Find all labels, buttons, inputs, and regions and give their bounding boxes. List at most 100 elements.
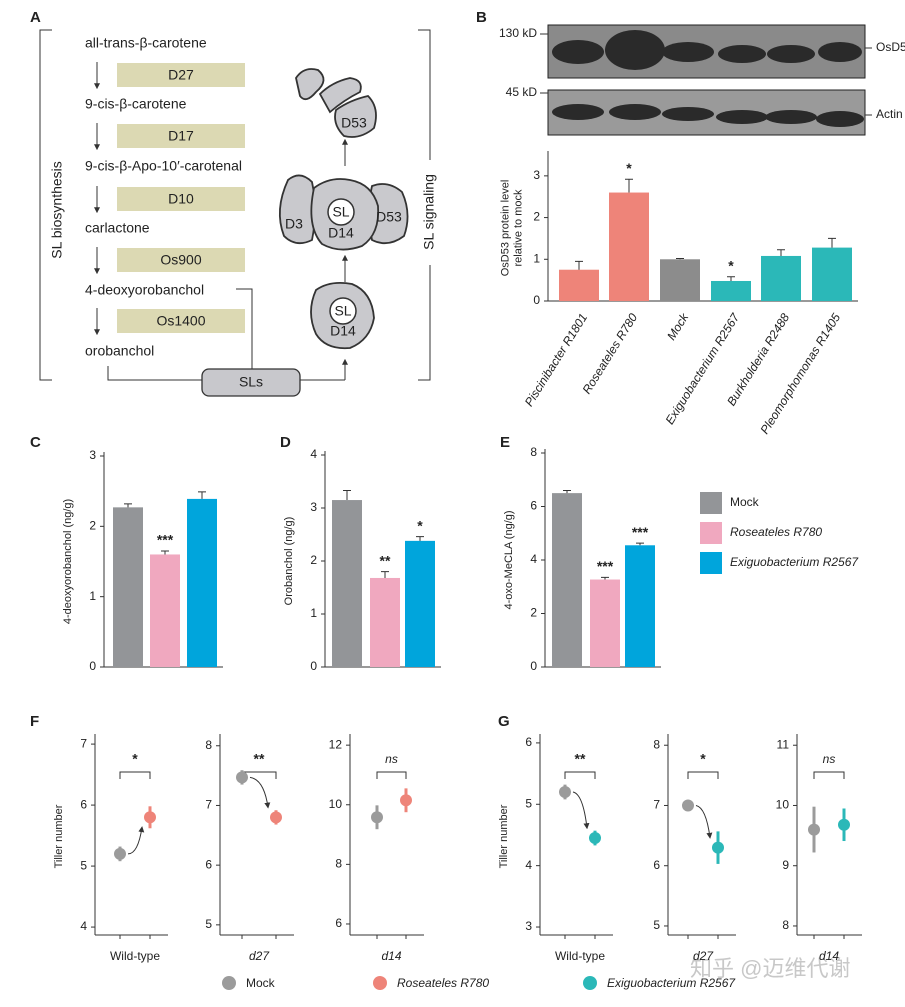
protein-label: D3 (285, 216, 303, 232)
x-axis-label: d27 (693, 949, 714, 963)
error-bar (343, 490, 351, 501)
x-tick-label: Mock (664, 310, 692, 343)
y-tick-label: 1 (89, 589, 96, 603)
protein (278, 174, 316, 245)
bar (187, 498, 217, 667)
point (838, 818, 850, 831)
y-tick-label: 5 (80, 858, 87, 872)
y-tick-label: 2 (533, 210, 540, 224)
legend-label: Roseateles R780 (730, 525, 822, 539)
y-tick-label: 2 (530, 606, 537, 620)
bracket (813, 771, 845, 779)
x-axis-label: Wild-type (110, 949, 160, 963)
connector (107, 288, 345, 381)
enzyme: D17 (168, 128, 194, 144)
protein-label: D53 (376, 209, 402, 225)
y-axis-label: Orobanchol (ng/g) (283, 517, 295, 606)
arrow (249, 776, 271, 809)
y-tick-label: 1 (310, 606, 317, 620)
y-tick-label: 10 (329, 797, 343, 811)
panel-label: G (498, 713, 510, 730)
bar (552, 493, 582, 667)
error-bar (161, 550, 169, 555)
protein (318, 77, 362, 114)
legend-swatch (583, 976, 597, 990)
legend-label: Mock (246, 976, 276, 990)
bar (660, 259, 700, 301)
y-axis-label: 4-oxo-MeCLA (ng/g) (503, 510, 515, 609)
error-bar (575, 260, 583, 270)
compound: 9-cis-β-Apo-10′-carotenal (85, 158, 242, 174)
significance: *** (157, 532, 174, 548)
error-bar (381, 571, 389, 578)
error-bar (198, 491, 206, 499)
y-tick-label: 1 (533, 251, 540, 265)
bar (405, 540, 435, 667)
watermark: 知乎 @迈维代谢 (690, 956, 850, 981)
y-tick-label: 6 (80, 797, 87, 811)
bar (150, 554, 180, 667)
sl-ligand (327, 198, 355, 226)
y-tick-label: 5 (205, 917, 212, 931)
legend-swatch (700, 492, 722, 514)
enzyme: Os900 (160, 252, 201, 268)
panel-label: D (280, 434, 291, 451)
point (559, 786, 571, 799)
protein-label: D53 (341, 115, 367, 131)
sls-label: SLs (239, 374, 263, 390)
signaling-label: SL signaling (421, 174, 437, 250)
significance: ** (575, 751, 586, 767)
y-tick-label: 4 (525, 858, 532, 872)
legend-label: Mock (730, 495, 760, 509)
legend-label: Exiguobacterium R2567 (730, 555, 859, 569)
x-axis-label: d27 (249, 949, 270, 963)
arrow (695, 804, 713, 839)
significance: *** (632, 524, 649, 540)
y-tick-label: 9 (782, 858, 789, 872)
arrows (94, 62, 348, 380)
band-label: OsD53 (876, 40, 905, 54)
y-tick-label: 0 (533, 293, 540, 307)
legend-swatch (373, 976, 387, 990)
error-bar (727, 276, 735, 281)
biosynthesis-label: SL biosynthesis (49, 161, 65, 259)
x-tick-label: Piscinibacter R1801 (522, 311, 590, 409)
point (589, 832, 601, 845)
error-bar (777, 249, 785, 256)
point (371, 811, 383, 824)
significance: * (417, 517, 423, 533)
panel-label: F (30, 713, 39, 730)
compound: orobanchol (85, 343, 154, 359)
marker-label: 130 kD (499, 26, 537, 40)
y-tick-label: 3 (525, 919, 532, 933)
y-tick-label: 2 (310, 553, 317, 567)
marker-label: 45 kD (506, 85, 538, 99)
protein (295, 68, 325, 101)
legend-swatch (700, 552, 722, 574)
y-tick-label: 5 (525, 796, 532, 810)
y-axis-label: Tiller number (498, 804, 510, 868)
error-bar (625, 178, 633, 193)
y-tick-label: 7 (653, 798, 660, 812)
y-tick-label: 8 (530, 445, 537, 459)
enzyme: D27 (168, 67, 194, 83)
legend-label: Roseateles R780 (397, 976, 489, 990)
bracket (418, 29, 431, 381)
y-tick-label: 4 (80, 919, 87, 933)
bracket (376, 771, 407, 779)
point (270, 811, 282, 824)
y-tick-label: 6 (335, 916, 342, 930)
compound: carlactone (85, 220, 150, 236)
y-tick-label: 12 (329, 737, 343, 751)
x-axis-label: Wild-type (555, 949, 605, 963)
point (400, 794, 412, 807)
enzyme-boxes (117, 63, 245, 333)
point (808, 823, 820, 836)
significance: * (728, 258, 734, 274)
bar (113, 507, 143, 667)
enzyme: Os1400 (156, 313, 205, 329)
bar (711, 280, 751, 301)
y-tick-label: 8 (653, 737, 660, 751)
significance: * (700, 751, 706, 767)
significance: ns (385, 752, 398, 766)
